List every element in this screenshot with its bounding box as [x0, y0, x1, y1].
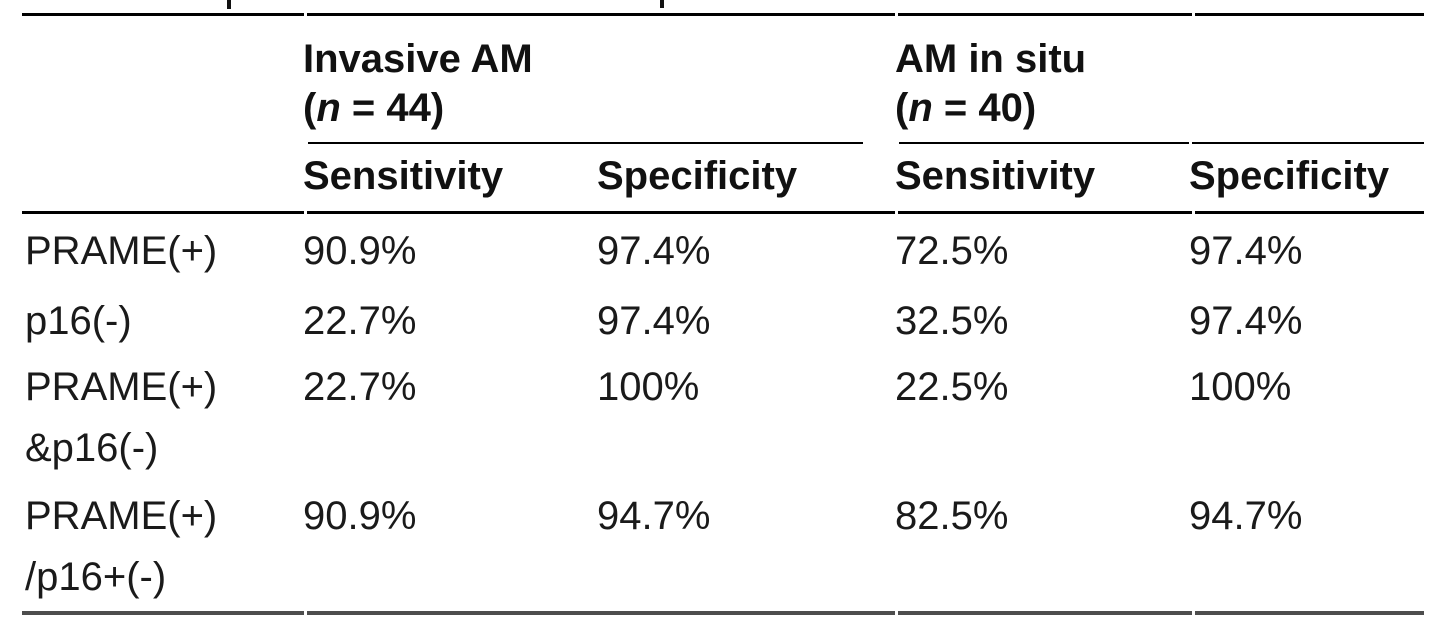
cropped-caption-fragment [660, 0, 664, 8]
column-group-invasive-am: Invasive AM (n = 44) [303, 35, 533, 133]
value-cell: 100% [597, 365, 700, 409]
value-cell: 90.9% [303, 229, 417, 273]
rule-gap [895, 13, 898, 16]
col-header-specificity-in-situ: Specificity [1189, 154, 1390, 198]
group-count: (n = 44) [303, 86, 445, 130]
value-cell: 72.5% [895, 229, 1009, 273]
value-cell: 32.5% [895, 299, 1009, 343]
table-bottom-rule [22, 611, 1424, 615]
row-label: PRAME(+) [25, 229, 218, 273]
value-cell: 22.7% [303, 365, 417, 409]
group-title: AM in situ [895, 37, 1087, 81]
value-cell: 22.7% [303, 299, 417, 343]
row-label: PRAME(+) [25, 494, 218, 538]
value-cell: 90.9% [303, 494, 417, 538]
value-cell: 82.5% [895, 494, 1009, 538]
n-symbol: n [908, 86, 933, 130]
group-count: (n = 40) [895, 86, 1037, 130]
value-cell: 100% [1189, 365, 1292, 409]
col-header-specificity-invasive: Specificity [597, 154, 798, 198]
cropped-caption-fragment [227, 0, 231, 9]
value-cell: 97.4% [597, 229, 711, 273]
col-header-sensitivity-invasive: Sensitivity [303, 154, 504, 198]
rule-gap [304, 611, 307, 615]
rule-gap [304, 13, 307, 16]
rule-gap [1189, 142, 1192, 144]
rule-gap [895, 211, 898, 214]
group-midrule-in-situ [899, 142, 1424, 144]
value-cell: 22.5% [895, 365, 1009, 409]
row-label: p16(-) [25, 299, 132, 343]
group-title: Invasive AM [303, 37, 533, 81]
rule-gap [1192, 211, 1195, 214]
col-header-sensitivity-in-situ: Sensitivity [895, 154, 1096, 198]
rule-gap [895, 611, 898, 615]
value-cell: 97.4% [1189, 229, 1303, 273]
column-group-am-in-situ: AM in situ (n = 40) [895, 35, 1086, 133]
value-cell: 94.7% [1189, 494, 1303, 538]
table-top-rule [22, 13, 1424, 16]
value-cell: 94.7% [597, 494, 711, 538]
row-label-line2: /p16+(-) [25, 555, 167, 599]
value-cell: 97.4% [1189, 299, 1303, 343]
rule-gap [1192, 13, 1195, 16]
rule-gap [1192, 611, 1195, 615]
group-midrule-invasive [308, 142, 863, 144]
value-cell: 97.4% [597, 299, 711, 343]
header-bottom-rule [22, 211, 1424, 214]
row-label-line2: &p16(-) [25, 426, 159, 470]
rule-gap [304, 211, 307, 214]
n-symbol: n [316, 86, 341, 130]
row-label: PRAME(+) [25, 365, 218, 409]
